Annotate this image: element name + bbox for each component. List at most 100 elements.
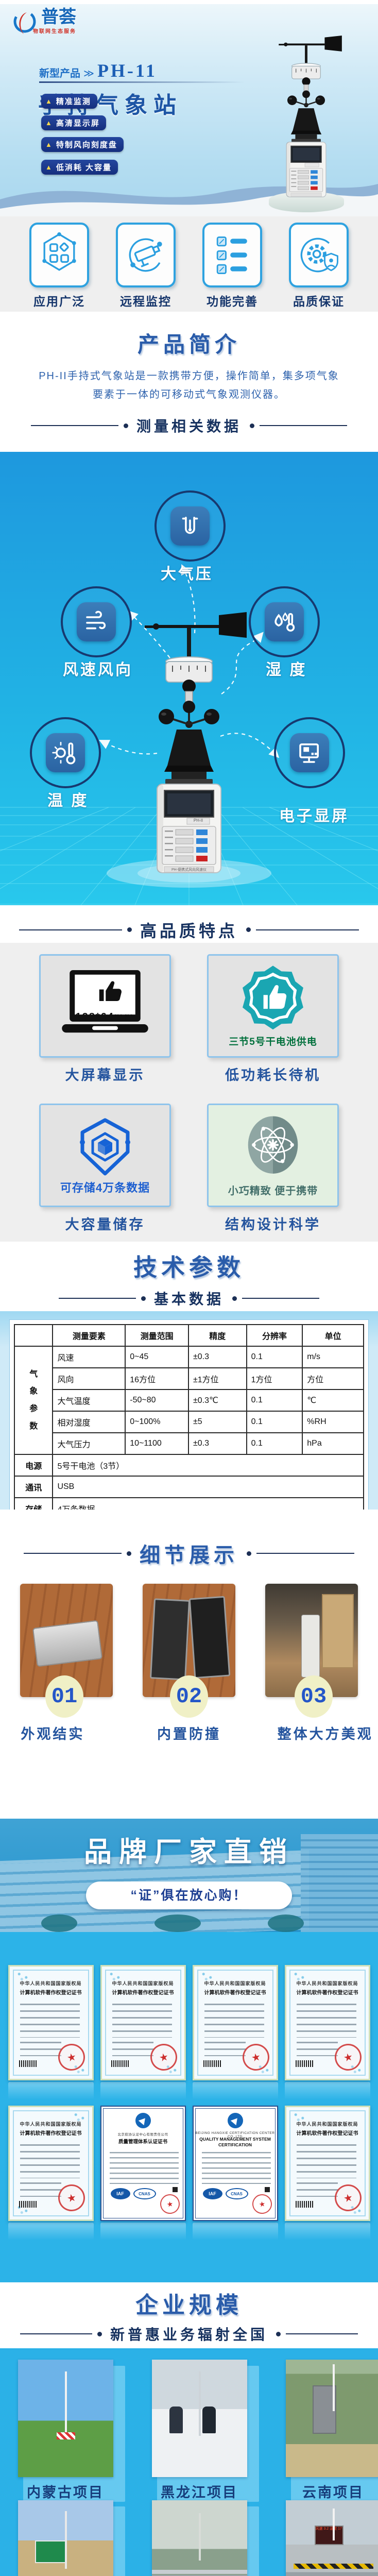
tree: [268, 1914, 304, 1932]
red-seal: ★: [250, 2192, 273, 2216]
cell: 电源: [13, 1454, 54, 1477]
red-seal: ★: [158, 2192, 181, 2216]
qms-title: QUALITY MANAGEMENT SYSTEM CERTIFICATION: [199, 2137, 271, 2147]
cell: 0.1: [246, 1346, 303, 1368]
cert-title: 计算机软件著作权登记证书: [296, 2131, 358, 2137]
cert-authority: 中华人民共和国国家版权局: [296, 1981, 358, 1986]
led-screen: 风速 3.2 温度 17: [314, 2526, 343, 2546]
cert-title: 计算机软件著作权登记证书: [20, 1990, 82, 1996]
station-pole: [198, 2371, 201, 2436]
display-icon: [290, 733, 329, 772]
cert-title: 计算机软件著作权登记证书: [296, 1990, 358, 1996]
open-case-right: [188, 1596, 231, 1679]
capability-item: 应用广泛: [29, 223, 89, 309]
cell: 0.1: [246, 1432, 303, 1455]
triangle-icon: ▲: [45, 163, 53, 171]
storage-icon: [80, 1118, 130, 1175]
laptop-thumb-icon: [62, 970, 148, 1032]
new-product-tag: 新型产品: [39, 68, 80, 79]
specs-title: 技术参数: [133, 1254, 245, 1281]
header-text: 高品质特点: [140, 921, 238, 940]
specs-table: 测量要素 测量范围 精度 分辨率 单位 气 象 参 数 风速 0~45 ±0.3 0.…: [13, 1324, 364, 1510]
cell: ±0.3: [187, 1432, 247, 1455]
capability-tile: [29, 223, 89, 287]
cert-inner-border: [289, 2110, 366, 2216]
copyright-certificate: 中华人民共和国国家版权局 计算机软件著作权登记证书 ★: [100, 1965, 186, 2080]
barcode: [295, 2201, 314, 2208]
header-dot: [247, 1551, 251, 1556]
cell: 风向: [52, 1367, 126, 1390]
barcode: [203, 2060, 222, 2067]
section-header: 新普惠业务辐射全国: [0, 2324, 378, 2344]
cert-ornament: [198, 1971, 216, 1982]
header-cell: 单位: [302, 1324, 364, 1347]
projects-section: 内蒙古项目 黑龙江项目 云南项目: [0, 2348, 378, 2576]
header-line: [30, 425, 118, 426]
header-line: [24, 1553, 122, 1554]
iaf-badge: IAF: [110, 2188, 130, 2199]
cert-ornament: [162, 2063, 180, 2075]
callout-wind: [61, 586, 132, 657]
station-cabinet: [312, 2385, 336, 2434]
guardrail: [152, 2570, 247, 2574]
certificates-row: 中华人民共和国国家版权局 计算机软件著作权登记证书 ★ 中华人民共和国国家版权局…: [0, 1932, 378, 2080]
cell: 1方位: [246, 1367, 303, 1390]
product-model: PH-11: [97, 60, 157, 81]
capability-label: 品质保证: [293, 295, 345, 308]
certificates-section: 中华人民共和国国家版权局 计算机软件著作权登记证书 ★ 中华人民共和国国家版权局…: [0, 1932, 378, 2282]
quality-card-label: 大容量储存: [65, 1217, 145, 1232]
barcode: [111, 2060, 130, 2067]
header-dot: [246, 927, 251, 932]
cert-ornament: [13, 1971, 31, 1982]
capability-item: 远程监控: [116, 223, 176, 309]
cert-body-text: [296, 2004, 356, 2038]
cell: 4万条数据: [52, 1497, 364, 1510]
table-row: 气 象 参 数 风速 0~45 ±0.3 0.1 m/s: [13, 1346, 364, 1455]
intro-title: 产品简介: [137, 332, 240, 357]
measurement-diagram-section: 大气压 风速风向 湿 度: [0, 452, 378, 905]
cert-ornament: [106, 1971, 124, 1982]
cert-inner-border: [105, 1970, 181, 2076]
cert-body-text: [296, 2144, 356, 2178]
feature-badge: ▲ 高清显示屏: [41, 115, 106, 130]
logo-text: 普荟: [41, 7, 76, 27]
card-caption: 128*64mm: [75, 1011, 135, 1023]
cert-inner-border: [12, 2110, 89, 2216]
blue-overlay: [0, 1819, 378, 1932]
station-pole: [198, 2513, 201, 2561]
carton-box: [322, 1594, 354, 1668]
quality-card: 可存储4万条数据: [39, 1104, 171, 1207]
worker-figure: [202, 2406, 216, 2434]
section-header: 细节展示: [0, 1521, 378, 1568]
qms-org: 北京航协认证中心有限责任公司: [117, 2133, 168, 2137]
table-row: 风向 16方位 ±1方位 1方位 方位: [14, 1367, 364, 1390]
logo-tagline: 物联网生态服务: [33, 29, 76, 35]
header-line: [260, 425, 347, 426]
cert-authority: 中华人民共和国国家版权局: [20, 1981, 82, 1986]
grid-floor: [0, 807, 378, 905]
detail-label: 整体大方美观: [277, 1726, 373, 1742]
header-cell: 分辨率: [246, 1324, 303, 1347]
cell: ±1方位: [187, 1367, 247, 1390]
copyright-certificate: 中华人民共和国国家版权局 计算机软件著作权登记证书 ★: [284, 2106, 370, 2221]
scale-header-section: 企业规模 新普惠业务辐射全国: [0, 2282, 378, 2348]
aluminum-case: [32, 1620, 103, 1667]
capability-label: 功能完善: [207, 295, 258, 308]
header-dot: [123, 423, 128, 428]
cert-body-text: [20, 2182, 61, 2197]
badge-label: 精准监测: [56, 97, 91, 106]
cert-title: 计算机软件著作权登记证书: [20, 2131, 82, 2137]
cert-body-text: [204, 2004, 264, 2038]
wind-icon: [77, 602, 116, 641]
cell: 方位: [302, 1367, 364, 1390]
header-line: [58, 1298, 136, 1299]
checklist-icon: [216, 236, 247, 274]
capability-tile: [289, 223, 349, 287]
worker-figure: [169, 2406, 183, 2434]
cell: %RH: [302, 1411, 364, 1433]
number-badge: 01: [45, 1675, 83, 1718]
table-row: 通讯 USB: [13, 1476, 364, 1498]
capability-label: 应用广泛: [33, 295, 85, 308]
card-caption: 三节5号干电池供电: [229, 1037, 317, 1047]
